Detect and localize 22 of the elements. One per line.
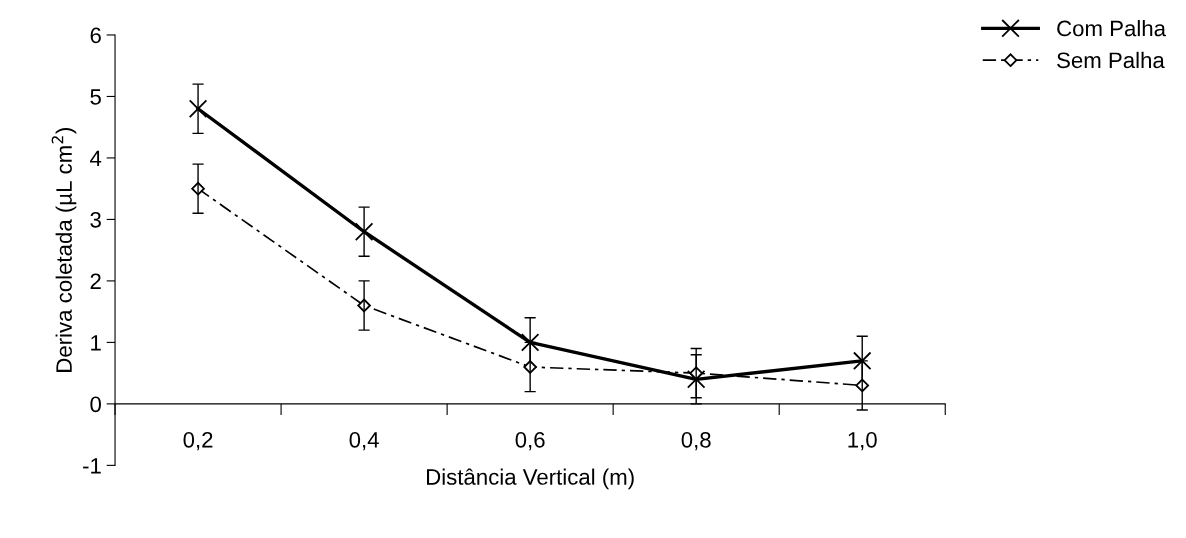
y-axis-title: Deriva coletada (µL cm$^{2}$) bbox=[51, 128, 77, 372]
y-tick-label: 2 bbox=[90, 273, 101, 289]
legend-label: Sem Palha bbox=[1057, 51, 1165, 69]
y-tick-label: 6 bbox=[90, 27, 101, 44]
legend-label: Com Palha bbox=[1057, 20, 1166, 37]
point bbox=[852, 351, 872, 371]
x-tick-label: 0,6 bbox=[515, 431, 545, 451]
x-tick-label: 1,0 bbox=[848, 431, 877, 451]
point bbox=[520, 333, 540, 352]
y-tick-label: 1 bbox=[91, 335, 101, 351]
point bbox=[354, 222, 374, 241]
y-tick-label: -1 bbox=[83, 458, 101, 474]
y-tick-label: 4 bbox=[90, 150, 102, 166]
x-tick-label: 0,2 bbox=[183, 431, 213, 451]
point bbox=[188, 99, 208, 118]
y-tick-label: 5 bbox=[90, 89, 101, 105]
y-tick-label: 3 bbox=[90, 211, 101, 228]
x-tick-label: 0,4 bbox=[349, 431, 379, 451]
x-axis-title: Distância Vertical (m) bbox=[427, 468, 634, 490]
y-tick-label: 0 bbox=[90, 396, 101, 413]
x-tick-label: 0,8 bbox=[681, 431, 711, 451]
point bbox=[686, 370, 706, 389]
